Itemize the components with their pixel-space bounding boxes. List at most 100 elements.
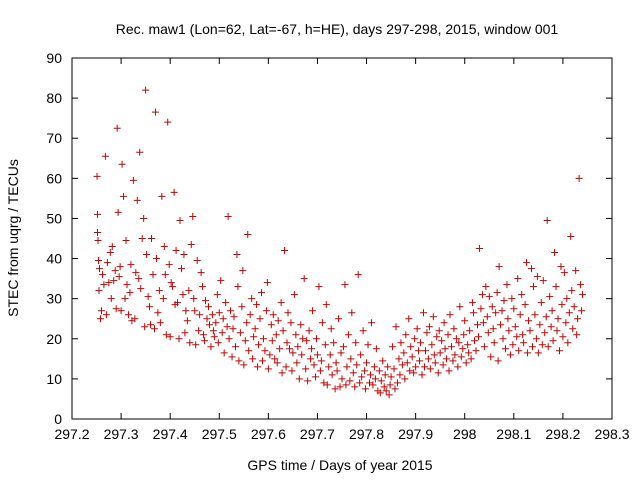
- data-point: [482, 283, 490, 291]
- data-point: [537, 299, 545, 307]
- data-point: [97, 307, 105, 315]
- data-point: [387, 373, 395, 381]
- data-point: [547, 323, 555, 331]
- data-point: [532, 335, 540, 343]
- data-point: [574, 315, 582, 323]
- data-point: [288, 367, 296, 375]
- data-point: [364, 341, 372, 349]
- data-point: [146, 303, 154, 311]
- data-point: [575, 174, 583, 182]
- data-point: [548, 307, 556, 315]
- data-point: [393, 379, 401, 387]
- data-point: [150, 325, 158, 333]
- data-point: [230, 313, 238, 321]
- data-point: [176, 216, 184, 224]
- data-point: [144, 293, 152, 301]
- data-point: [284, 309, 292, 317]
- data-point: [562, 319, 570, 327]
- data-point: [464, 341, 472, 349]
- data-point: [124, 311, 132, 319]
- data-point: [380, 383, 388, 391]
- data-point: [428, 341, 436, 349]
- data-point: [282, 363, 290, 371]
- x-axis-ticks: 297.2 297.3 297.4 297.5 297.6 297.7 297.8 297.9…: [54, 58, 630, 442]
- data-point: [515, 347, 523, 355]
- data-point: [569, 325, 577, 333]
- y-tick-label: 50: [46, 210, 62, 226]
- data-point: [169, 283, 177, 291]
- data-point: [459, 345, 467, 353]
- data-point: [408, 353, 416, 361]
- data-point: [385, 391, 393, 399]
- data-point: [164, 118, 172, 126]
- data-point: [152, 255, 160, 263]
- data-point: [254, 363, 262, 371]
- data-point: [460, 331, 468, 339]
- data-point: [470, 309, 478, 317]
- data-point: [433, 333, 441, 341]
- data-point: [318, 319, 326, 327]
- data-point: [191, 307, 199, 315]
- data-point: [516, 311, 524, 319]
- data-point: [348, 309, 356, 317]
- data-point: [328, 371, 336, 379]
- data-point: [396, 371, 404, 379]
- x-tick-label: 297.4: [153, 426, 188, 442]
- data-point: [93, 172, 101, 180]
- data-point: [160, 243, 168, 251]
- data-point: [546, 293, 554, 301]
- data-point: [196, 311, 204, 319]
- data-point: [456, 303, 464, 311]
- data-point: [269, 311, 277, 319]
- data-point: [520, 339, 528, 347]
- data-point: [248, 295, 256, 303]
- y-axis-label: STEC from uqrg / TECUs: [5, 159, 21, 317]
- data-point: [578, 307, 586, 315]
- data-point: [564, 339, 572, 347]
- data-point: [503, 281, 511, 289]
- data-point: [241, 337, 249, 345]
- data-point: [336, 383, 344, 391]
- data-point: [127, 261, 135, 269]
- y-tick-label: 90: [46, 50, 62, 66]
- data-point: [240, 361, 248, 369]
- data-point: [339, 343, 347, 351]
- data-point: [519, 331, 527, 339]
- data-point: [234, 283, 242, 291]
- data-point: [353, 361, 361, 369]
- data-point: [434, 369, 442, 377]
- data-point: [155, 287, 163, 295]
- data-point: [386, 381, 394, 389]
- data-point: [138, 235, 146, 242]
- data-point: [510, 305, 518, 313]
- data-point: [167, 279, 175, 287]
- data-point: [161, 271, 169, 279]
- data-point: [525, 317, 533, 325]
- data-point: [222, 299, 230, 307]
- data-point: [400, 349, 408, 357]
- data-point: [239, 267, 247, 275]
- data-point: [538, 341, 546, 349]
- data-point: [212, 319, 220, 327]
- data-point: [245, 347, 253, 355]
- data-point: [170, 188, 178, 196]
- data-point: [342, 381, 350, 389]
- data-point: [332, 359, 340, 367]
- data-point: [488, 303, 496, 311]
- data-point: [113, 124, 121, 132]
- data-point: [343, 363, 351, 371]
- data-point: [96, 315, 104, 323]
- data-point: [560, 269, 568, 277]
- data-point: [292, 331, 300, 339]
- data-point: [316, 367, 324, 375]
- data-point: [94, 210, 102, 218]
- data-point: [499, 335, 507, 343]
- x-axis-label: GPS time / Days of year 2015: [247, 457, 432, 473]
- data-point: [533, 273, 541, 281]
- data-point: [143, 251, 151, 259]
- data-point: [175, 335, 183, 343]
- data-point: [359, 327, 367, 335]
- data-point: [493, 289, 501, 297]
- data-point: [235, 357, 243, 365]
